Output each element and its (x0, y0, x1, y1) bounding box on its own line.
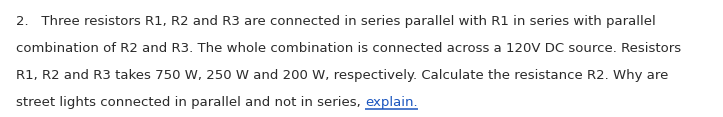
Text: explain.: explain. (365, 96, 417, 109)
Text: R1, R2 and R3 takes 750 W, 250 W and 200 W, respectively. Calculate the resistan: R1, R2 and R3 takes 750 W, 250 W and 200… (16, 69, 668, 82)
Text: street lights connected in parallel and not in series,: street lights connected in parallel and … (16, 96, 365, 109)
Text: 2.   Three resistors R1, R2 and R3 are connected in series parallel with R1 in s: 2. Three resistors R1, R2 and R3 are con… (16, 15, 656, 28)
Text: combination of R2 and R3. The whole combination is connected across a 120V DC so: combination of R2 and R3. The whole comb… (16, 42, 681, 55)
